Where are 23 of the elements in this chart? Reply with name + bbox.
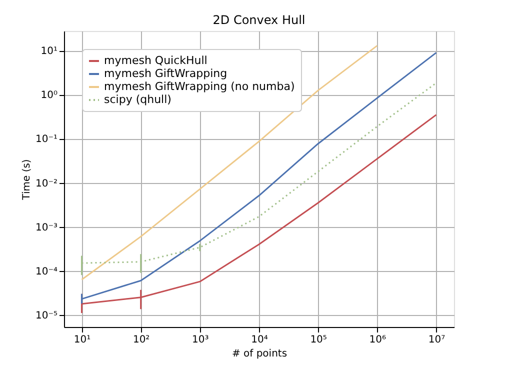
x-tick-label: 10⁷ (428, 334, 446, 346)
x-tick-label: 10² (132, 334, 150, 346)
legend-label: scipy (qhull) (104, 93, 172, 106)
y-tick-label: 10¹ (40, 46, 58, 58)
legend-label: mymesh GiftWrapping (104, 67, 228, 80)
y-tick-label: 10⁻¹ (35, 134, 58, 146)
x-tick-label: 10¹ (74, 334, 91, 346)
line-series (80, 44, 378, 280)
line-series (80, 52, 437, 300)
y-tick-label: 10⁻⁴ (35, 266, 58, 278)
x-tick-label: 10⁶ (369, 334, 386, 346)
x-tick-label: 10⁴ (251, 334, 268, 346)
legend-label: mymesh QuickHull (104, 54, 208, 67)
y-tick-label: 10⁻⁵ (35, 310, 58, 322)
x-tick-label: 10³ (192, 334, 209, 346)
x-axis-title: # of points (232, 348, 288, 360)
x-tick-label: 10⁵ (310, 334, 327, 346)
chart-title: 2D Convex Hull (212, 13, 306, 27)
y-tick-label: 10⁻² (35, 178, 58, 190)
y-tick-label: 10⁰ (40, 90, 58, 102)
y-axis-title: Time (s) (21, 159, 32, 201)
y-tick-label: 10⁻³ (35, 222, 58, 234)
legend-label: mymesh GiftWrapping (no numba) (104, 80, 295, 93)
